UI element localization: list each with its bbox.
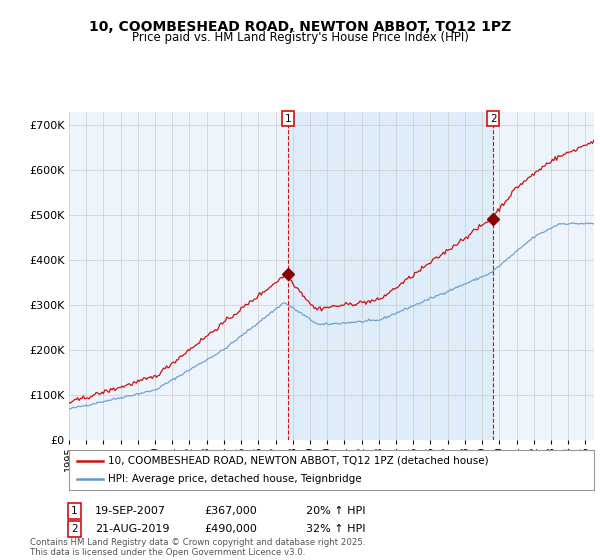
Text: 10, COOMBESHEAD ROAD, NEWTON ABBOT, TQ12 1PZ (detached house): 10, COOMBESHEAD ROAD, NEWTON ABBOT, TQ12… [109, 456, 489, 465]
Text: Price paid vs. HM Land Registry's House Price Index (HPI): Price paid vs. HM Land Registry's House … [131, 31, 469, 44]
Text: 1: 1 [71, 506, 77, 516]
Bar [288, 112, 493, 440]
Text: Contains HM Land Registry data © Crown copyright and database right 2025.
This d: Contains HM Land Registry data © Crown c… [30, 538, 365, 557]
Text: £490,000: £490,000 [204, 524, 257, 534]
Text: 2: 2 [490, 114, 496, 124]
Text: 1: 1 [284, 114, 291, 124]
Text: HPI: Average price, detached house, Teignbridge: HPI: Average price, detached house, Teig… [109, 474, 362, 484]
Text: £367,000: £367,000 [204, 506, 257, 516]
Text: 19-SEP-2007: 19-SEP-2007 [95, 506, 166, 516]
Text: 21-AUG-2019: 21-AUG-2019 [95, 524, 169, 534]
Text: 2: 2 [71, 524, 77, 534]
Text: 10, COOMBESHEAD ROAD, NEWTON ABBOT, TQ12 1PZ: 10, COOMBESHEAD ROAD, NEWTON ABBOT, TQ12… [89, 20, 511, 34]
Text: 20% ↑ HPI: 20% ↑ HPI [306, 506, 365, 516]
Text: 32% ↑ HPI: 32% ↑ HPI [306, 524, 365, 534]
